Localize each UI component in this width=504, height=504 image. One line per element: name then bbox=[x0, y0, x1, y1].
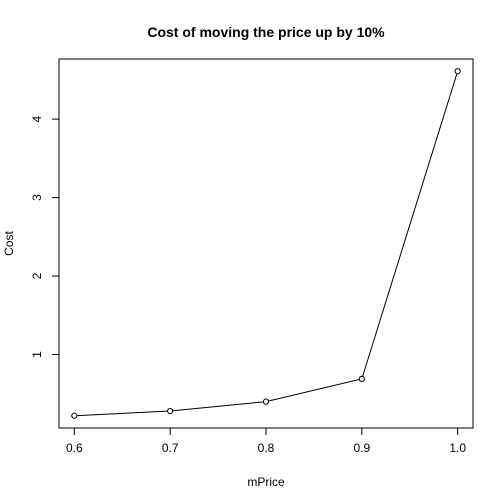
x-tick-label: 0.6 bbox=[66, 441, 83, 455]
x-axis-label: mPrice bbox=[247, 475, 285, 489]
x-tick-label: 0.7 bbox=[162, 441, 179, 455]
y-tick-label: 2 bbox=[30, 272, 44, 279]
data-point bbox=[454, 68, 461, 75]
plot-frame bbox=[58, 58, 474, 429]
data-point bbox=[358, 375, 365, 382]
x-axis: 0.6 0.7 0.8 0.9 1.0 bbox=[66, 427, 466, 455]
x-tick-label: 0.8 bbox=[258, 441, 275, 455]
x-tick-label: 0.9 bbox=[353, 441, 370, 455]
series-line bbox=[74, 71, 459, 417]
y-axis-label: Cost bbox=[2, 231, 16, 256]
chart-title: Cost of moving the price up by 10% bbox=[147, 24, 385, 40]
y-axis: 1 2 3 4 bbox=[30, 115, 60, 358]
y-tick-label: 4 bbox=[30, 115, 44, 122]
data-point bbox=[71, 412, 78, 419]
y-tick-label: 3 bbox=[30, 194, 44, 201]
y-tick-label: 1 bbox=[30, 351, 44, 358]
data-point bbox=[262, 398, 270, 405]
data-point bbox=[167, 407, 174, 415]
series-cost bbox=[71, 68, 461, 419]
x-tick-label: 1.0 bbox=[449, 441, 466, 455]
